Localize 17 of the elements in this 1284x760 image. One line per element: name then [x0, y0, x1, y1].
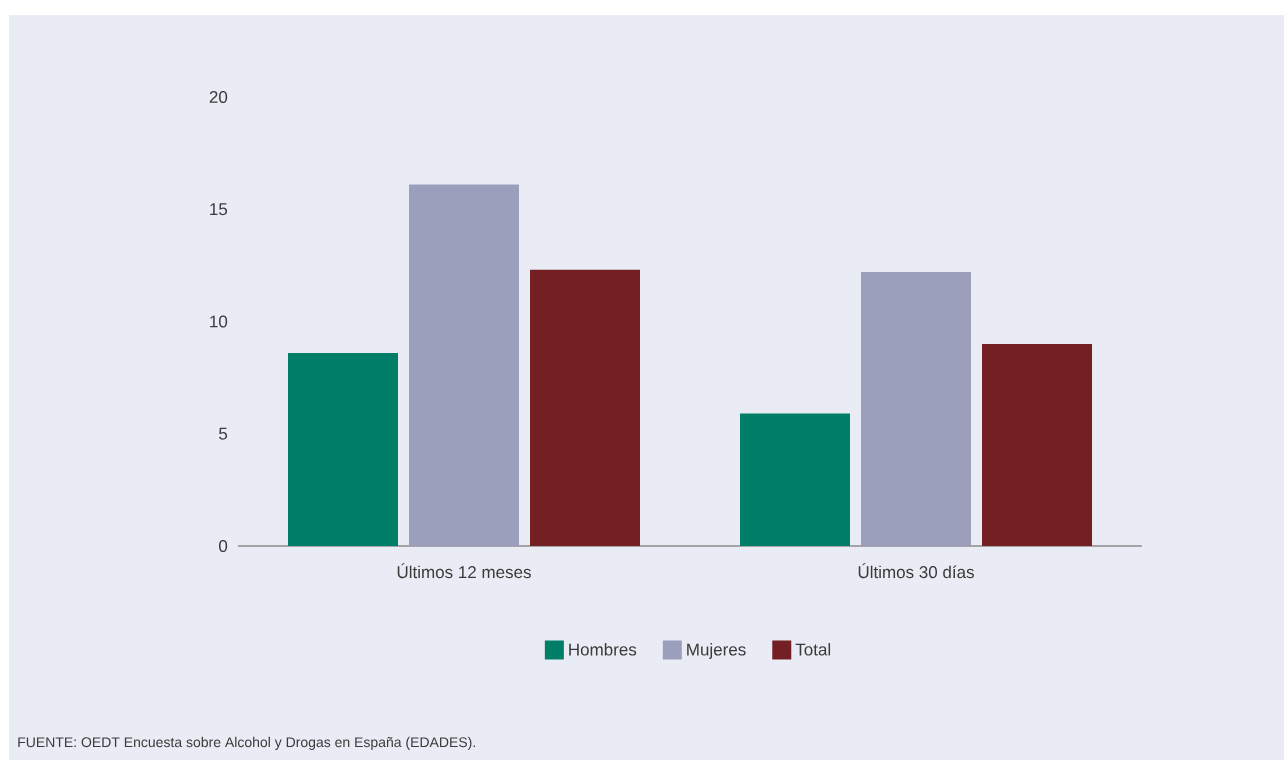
y-tick-label: 20 [209, 90, 228, 104]
bar [288, 352, 398, 546]
legend-label: Hombres [569, 643, 637, 656]
bar [982, 343, 1093, 546]
legend-label: Total [795, 643, 831, 656]
bar [861, 272, 972, 546]
x-tick-label: Últimos 12 meses [397, 563, 531, 579]
x-tick-label: Últimos 30 días [858, 563, 974, 579]
bar [740, 413, 851, 546]
bar [530, 269, 641, 546]
source-note: FUENTE: OEDT Encuesta sobre Alcohol y Drogas en España (EDADES). [18, 736, 475, 750]
legend-label: Mujeres [687, 643, 746, 659]
bar [409, 184, 519, 546]
y-tick-label: 0 [219, 539, 228, 553]
y-tick-label: 15 [210, 203, 228, 216]
y-tick-label: 5 [219, 427, 228, 440]
y-tick-label: 10 [210, 315, 228, 328]
